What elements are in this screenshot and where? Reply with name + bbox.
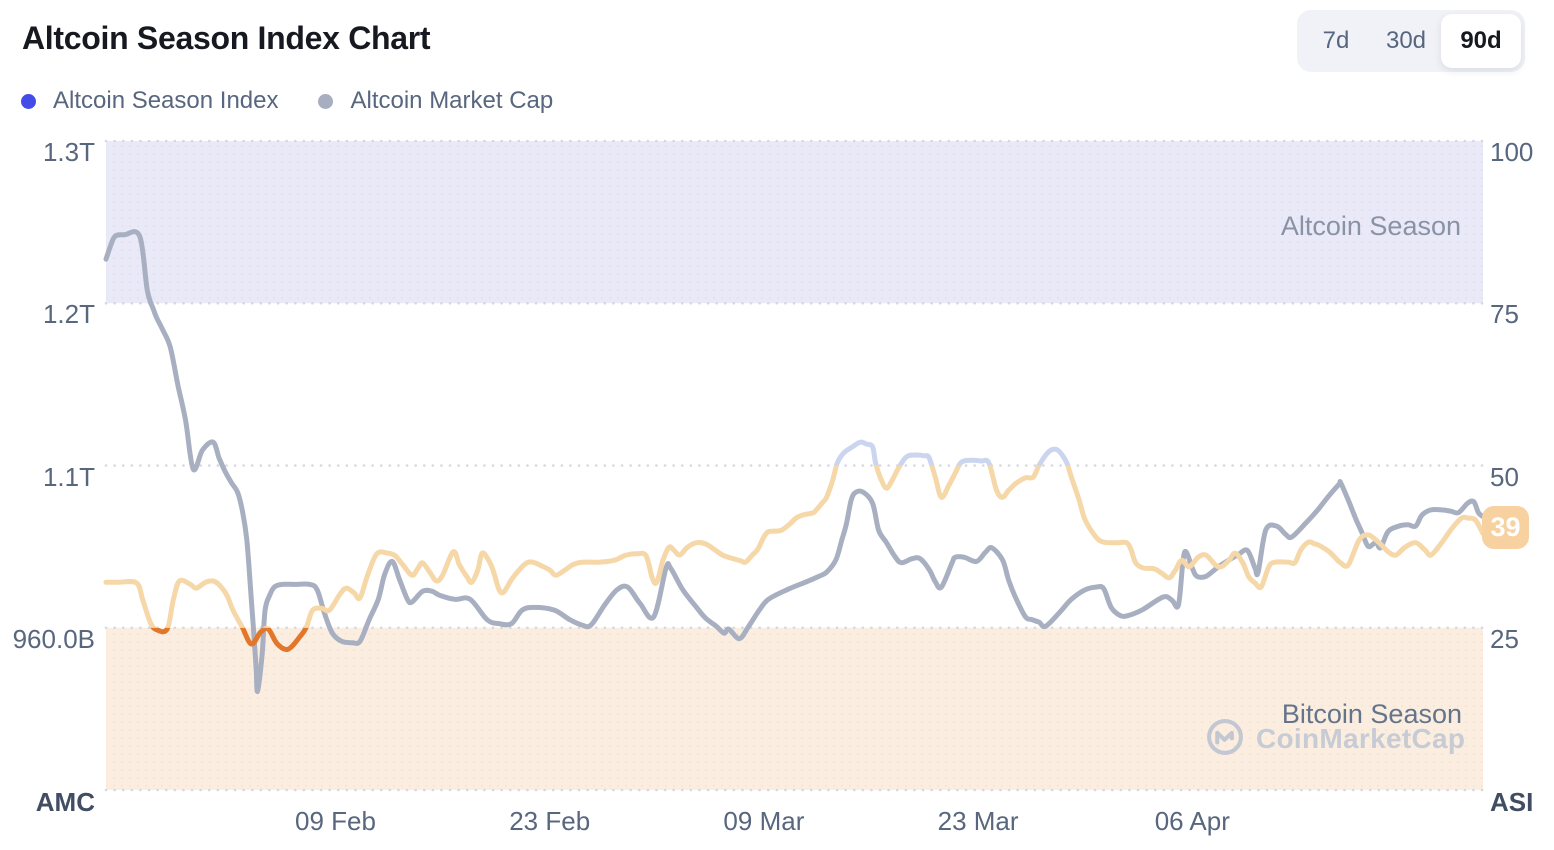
y-right-tick: 25 [1490,623,1519,654]
legend-label: Altcoin Season Index [53,87,279,114]
page-title: Altcoin Season Index Chart [22,20,431,56]
current-value-badge: 39 [1482,506,1529,549]
y-right-tick: 100 [1490,137,1534,167]
altcoin-season-index-line [103,439,1486,652]
altcoin-market-cap-line [103,229,1486,694]
range-button-7d[interactable]: 7d [1322,27,1350,54]
left-axis-name: AMC [35,787,95,817]
legend-item-altcoin-market-cap[interactable]: Altcoin Market Cap [318,87,553,115]
coinmarketcap-logo-icon [1207,719,1243,755]
x-axis-tick: 06 Apr [1154,806,1230,836]
coinmarketcap-watermark: CoinMarketCap [1205,717,1465,757]
range-button-90d-active[interactable]: 90d [1441,14,1521,68]
x-axis-tick: 23 Mar [937,806,1019,836]
watermark-text: CoinMarketCap [1256,723,1466,754]
y-left-tick: 1.1T [42,461,95,492]
right-axis-name: ASI [1490,787,1534,817]
y-left-tick: 1.2T [42,299,95,330]
legend-item-altcoin-season-index[interactable]: Altcoin Season Index [21,87,278,115]
y-left-tick: 960.0B [12,623,95,654]
legend-label: Altcoin Market Cap [350,87,554,114]
range-selector: 7d 30d 90d [1297,10,1525,72]
chart-legend: Altcoin Season Index Altcoin Market Cap [21,87,593,115]
legend-dot-gray [318,93,334,109]
altcoin-season-zone-label: Altcoin Season [1280,211,1461,241]
x-axis-tick: 09 Mar [723,806,805,836]
legend-dot-blue [21,93,36,109]
y-left-tick: 1.3T [42,137,95,167]
y-right-tick: 50 [1490,461,1519,492]
y-right-tick: 75 [1490,299,1519,330]
range-button-30d[interactable]: 30d [1385,27,1427,54]
x-axis-tick: 23 Feb [509,806,591,836]
bitcoin-season-zone-label: Bitcoin Season [1281,699,1462,729]
x-axis-tick: 09 Feb [295,806,376,836]
